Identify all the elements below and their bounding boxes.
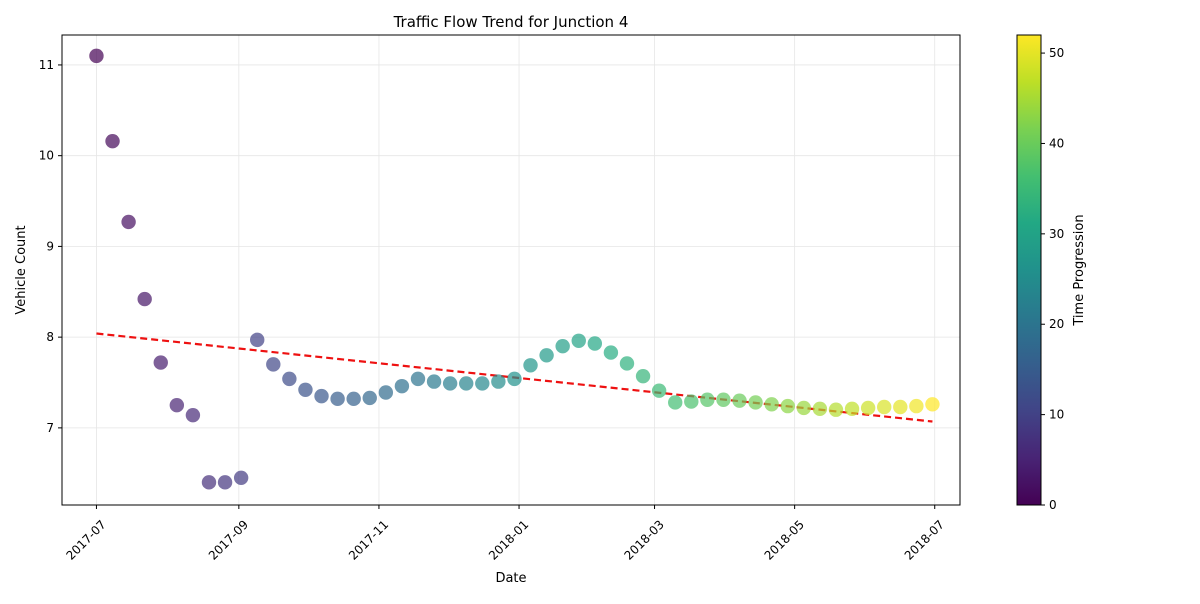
data-point bbox=[459, 376, 474, 391]
data-point bbox=[716, 392, 731, 407]
data-point bbox=[89, 48, 104, 64]
data-point bbox=[860, 400, 876, 416]
data-point bbox=[121, 214, 136, 230]
data-point bbox=[700, 392, 715, 407]
colorbar-tick-label: 50 bbox=[1049, 46, 1064, 60]
data-point bbox=[523, 358, 538, 373]
colorbar-tick-label: 0 bbox=[1049, 498, 1057, 512]
data-point bbox=[555, 339, 570, 354]
data-point bbox=[105, 133, 120, 149]
y-axis-ticks: 7 8 9 10 11 bbox=[39, 58, 62, 435]
data-point bbox=[507, 371, 522, 387]
data-point bbox=[201, 475, 217, 490]
data-point bbox=[844, 401, 860, 417]
grid bbox=[62, 35, 960, 505]
data-point bbox=[217, 475, 233, 490]
x-tick-label: 2017-09 bbox=[206, 517, 251, 562]
data-point bbox=[491, 374, 506, 389]
x-axis-label: Date bbox=[495, 571, 526, 586]
data-point bbox=[250, 332, 265, 348]
data-point bbox=[282, 371, 297, 387]
data-point bbox=[266, 357, 281, 372]
data-point bbox=[796, 400, 812, 416]
plot-frame bbox=[61, 34, 961, 506]
data-point bbox=[780, 398, 795, 414]
y-tick-label: 8 bbox=[46, 330, 54, 344]
data-point bbox=[587, 336, 603, 351]
data-point bbox=[442, 376, 458, 391]
data-point bbox=[153, 355, 168, 370]
data-point bbox=[893, 399, 908, 415]
data-point bbox=[185, 407, 201, 423]
colorbar-tick-label: 10 bbox=[1049, 408, 1064, 422]
data-point bbox=[812, 401, 828, 417]
data-point bbox=[764, 397, 779, 412]
x-tick-label: 2018-03 bbox=[622, 517, 667, 562]
data-point bbox=[635, 368, 651, 384]
data-point bbox=[603, 345, 619, 360]
colorbar-tick-label: 40 bbox=[1049, 136, 1064, 150]
scatter-points bbox=[89, 48, 940, 490]
colorbar bbox=[1016, 34, 1042, 506]
data-point bbox=[394, 378, 410, 394]
chart-title: Traffic Flow Trend for Junction 4 bbox=[393, 13, 629, 31]
data-point bbox=[346, 391, 361, 407]
colorbar-tick-label: 20 bbox=[1049, 317, 1064, 331]
data-point bbox=[330, 391, 345, 407]
x-tick-label: 2017-07 bbox=[63, 517, 108, 562]
data-point bbox=[668, 395, 683, 410]
colorbar-tick-label: 30 bbox=[1049, 227, 1064, 241]
data-point bbox=[748, 395, 763, 410]
data-point bbox=[410, 371, 426, 387]
data-point bbox=[137, 291, 152, 307]
data-point bbox=[169, 397, 185, 413]
data-point bbox=[378, 385, 394, 400]
data-point bbox=[732, 393, 747, 408]
data-point bbox=[475, 376, 490, 391]
data-point bbox=[539, 348, 554, 363]
data-point bbox=[828, 402, 844, 417]
y-tick-label: 10 bbox=[39, 149, 54, 163]
data-point bbox=[362, 390, 377, 406]
data-point bbox=[233, 470, 249, 485]
data-point bbox=[877, 399, 892, 415]
data-point bbox=[684, 394, 699, 409]
y-tick-label: 9 bbox=[46, 239, 54, 253]
colorbar-label: Time Progression bbox=[1072, 214, 1087, 326]
data-point bbox=[298, 382, 313, 397]
data-point bbox=[925, 397, 940, 412]
data-point bbox=[314, 388, 329, 404]
x-tick-label: 2017-11 bbox=[346, 517, 391, 562]
data-point bbox=[651, 383, 667, 398]
data-point bbox=[619, 356, 635, 371]
y-tick-label: 11 bbox=[39, 58, 54, 72]
data-point bbox=[426, 374, 442, 389]
data-point bbox=[909, 398, 924, 414]
y-axis-label: Vehicle Count bbox=[14, 225, 29, 314]
x-tick-label: 2018-07 bbox=[902, 517, 947, 562]
x-tick-label: 2018-05 bbox=[762, 517, 807, 562]
x-tick-label: 2018-01 bbox=[486, 517, 531, 562]
y-tick-label: 7 bbox=[46, 421, 54, 435]
x-axis-ticks: 2017-07 2017-09 2017-11 2018-01 2018-03 2018-… bbox=[63, 505, 947, 563]
data-point bbox=[571, 333, 586, 348]
colorbar-ticks: 0 10 20 30 40 50 bbox=[1041, 46, 1064, 512]
